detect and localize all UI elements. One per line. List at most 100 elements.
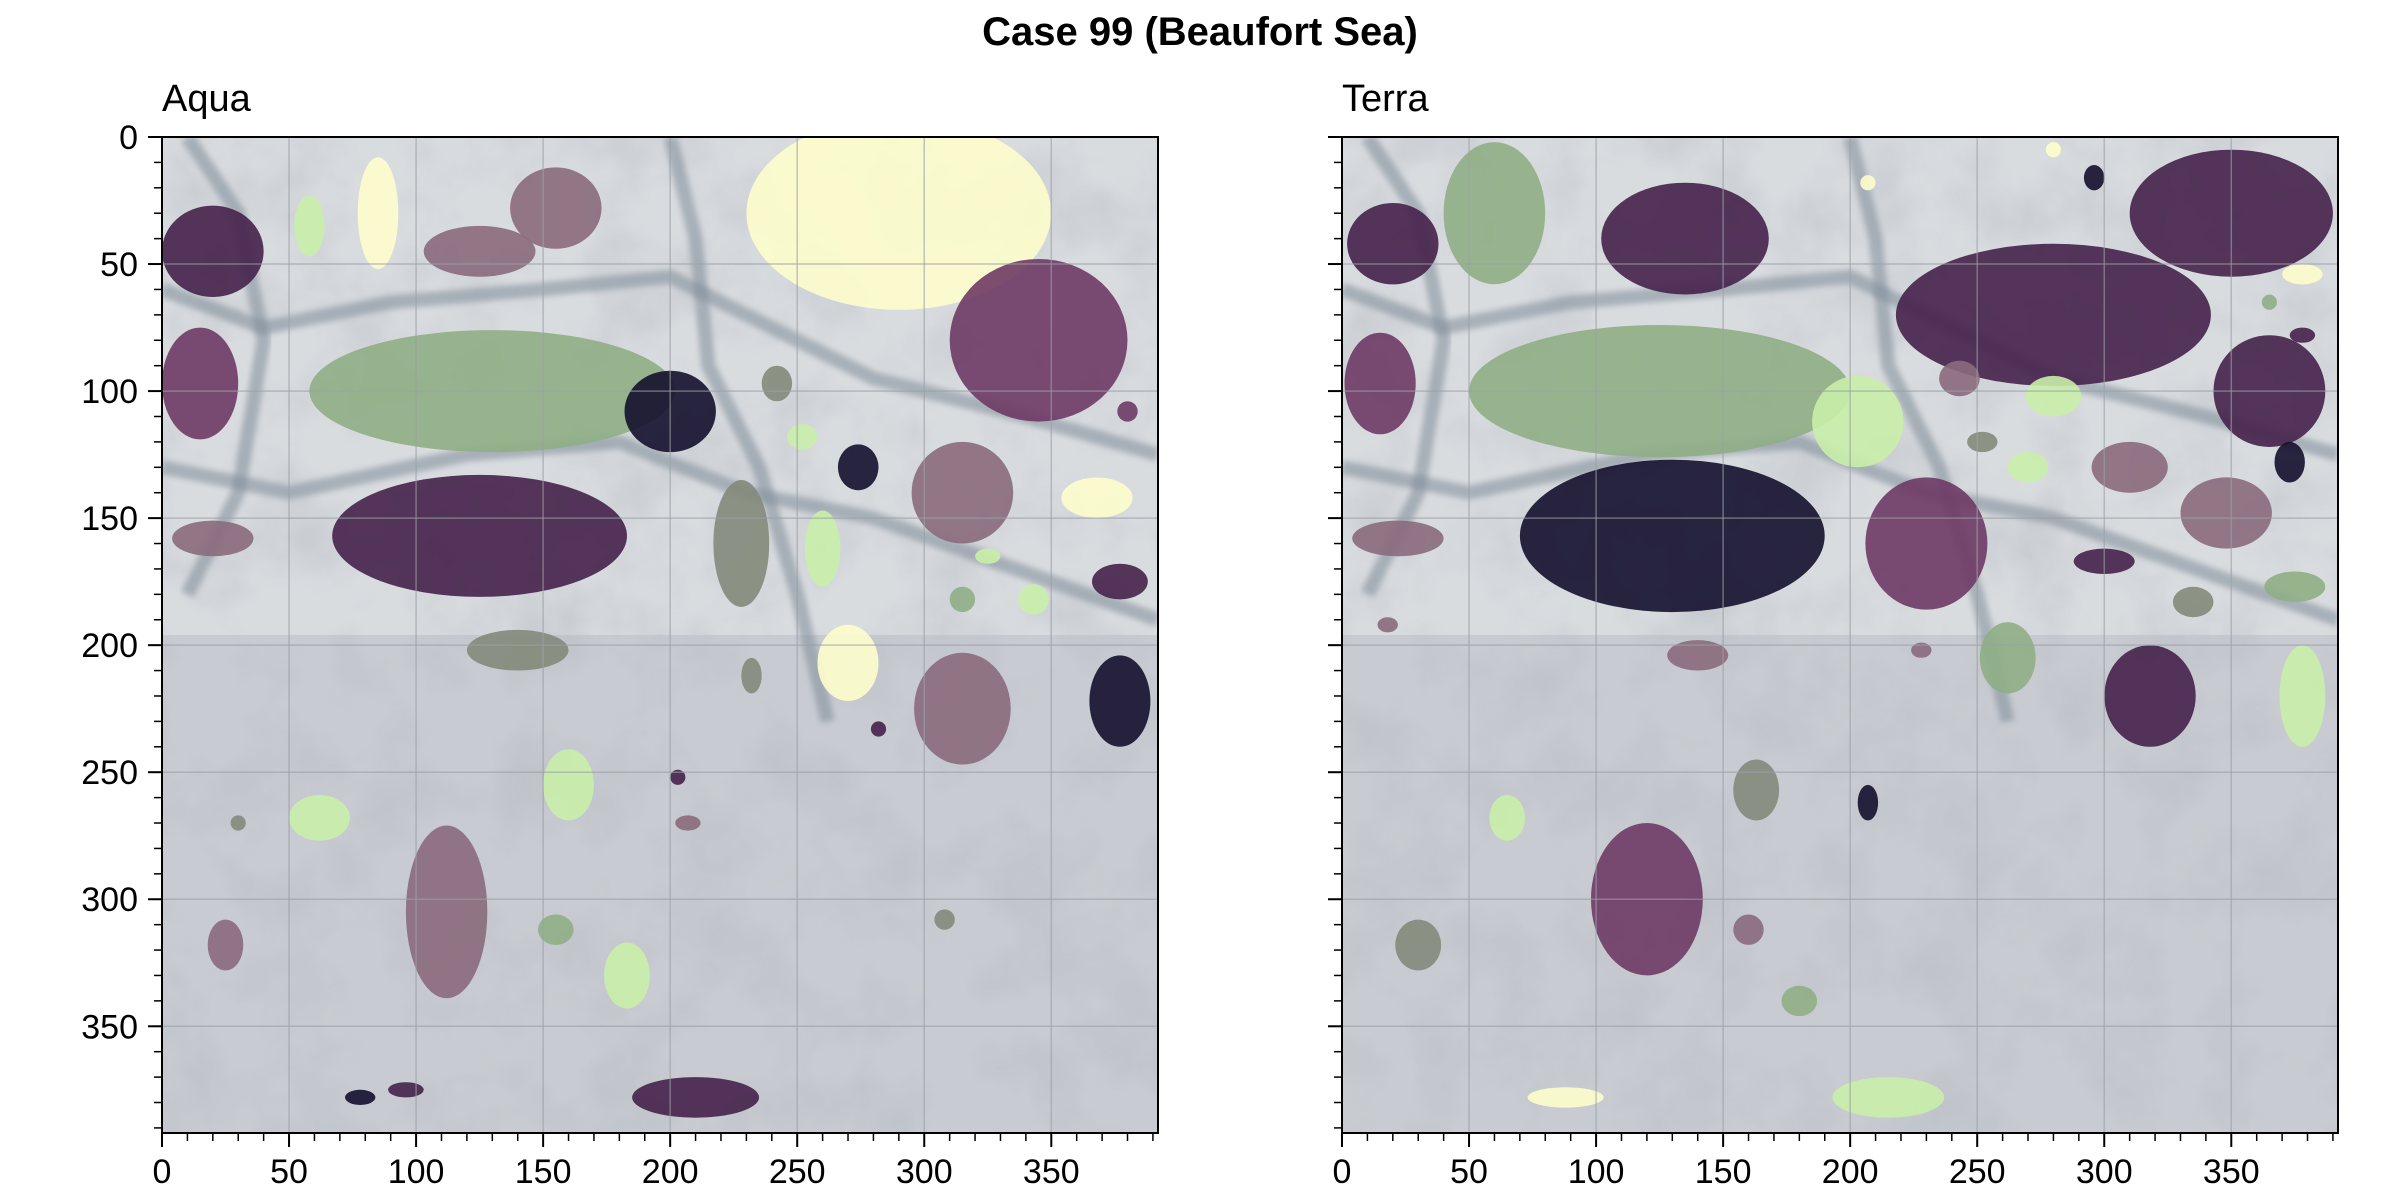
ice-floe-segment	[2007, 452, 2049, 483]
y-tick-label: 100	[81, 373, 138, 411]
ice-floe-segment	[1939, 360, 1980, 397]
ice-floe-segment	[911, 441, 1014, 544]
panel-terra: 0 50 100 150 200 250 300 350	[1328, 136, 2339, 1191]
x-tick-label: 0	[153, 1153, 172, 1191]
ice-floe-segment	[2172, 586, 2214, 618]
ice-floe-segment	[423, 225, 536, 277]
ice-floe-segment	[357, 157, 399, 270]
x-tick-label: 0	[1333, 1153, 1352, 1191]
x-tick-label: 100	[388, 1153, 445, 1191]
x-tick-label: 100	[1568, 1153, 1625, 1191]
ice-floe-segment	[2289, 327, 2316, 343]
ice-floe-segment	[1967, 431, 1998, 453]
x-tick-label: 200	[1822, 1153, 1879, 1191]
panel-title-aqua: Aqua	[162, 78, 251, 120]
ice-floe-segment	[1352, 520, 1444, 557]
ice-floe-segment	[632, 1077, 760, 1118]
ice-floe-segment	[949, 586, 976, 613]
ice-floe-segment	[1489, 795, 1525, 841]
ice-floe-segment	[817, 624, 879, 702]
ice-floe-segment	[761, 365, 793, 402]
ice-floe-segment	[2025, 375, 2082, 417]
x-tick-label: 300	[896, 1153, 953, 1191]
ice-floe-segment	[837, 444, 879, 491]
ice-floe-segment	[804, 510, 841, 587]
ice-floe-segment	[2091, 441, 2168, 493]
ice-floe-segment	[1519, 459, 1825, 613]
ice-floe-segment	[2274, 441, 2305, 483]
ice-floe-segment	[172, 520, 254, 557]
ice-floe-segment	[543, 749, 594, 821]
ice-floe-segment	[1860, 175, 1876, 191]
ice-floe-segment	[1857, 784, 1879, 821]
ice-floe-segment	[2282, 264, 2323, 285]
y-tick-label: 350	[81, 1008, 138, 1046]
x-tick-label: 350	[2203, 1153, 2260, 1191]
y-tick-label: 250	[81, 754, 138, 792]
ice-floe-segment	[2083, 165, 2105, 191]
ice-floe-segment	[332, 474, 627, 597]
water-lead	[1843, 137, 2015, 724]
ice-floe-segment	[2261, 294, 2277, 310]
ice-floe-segment	[207, 919, 244, 971]
ice-floe-segment	[466, 629, 569, 671]
ice-floe-segment	[1895, 243, 2211, 386]
panel-aqua: 0 50 100 150 200 250 300 350 0 50 100 150 200 250 300 3…	[81, 119, 1159, 1191]
ice-floe-segment	[1089, 655, 1151, 747]
ice-floe-segment	[289, 795, 350, 841]
ice-floe-segment	[162, 327, 239, 440]
axes-frame	[1341, 136, 2339, 1134]
ice-floe-segment	[975, 548, 1001, 564]
ice-floe-segment	[1018, 584, 1049, 615]
ice-floe-segment	[1733, 759, 1780, 821]
ice-floe-segment	[1344, 332, 1416, 435]
x-tick-label: 50	[1450, 1153, 1488, 1191]
ice-floe-segment	[1832, 1077, 1945, 1118]
ice-floe-segment	[510, 167, 602, 249]
ice-floe-segment	[870, 721, 887, 737]
ice-floe-segment	[162, 205, 264, 297]
ice-floe-segment	[949, 259, 1128, 422]
ice-floe-segment	[1733, 914, 1764, 945]
ice-floe-segment	[1979, 622, 2036, 694]
ice-floe-segment	[405, 825, 488, 999]
ice-floe-segment	[604, 942, 650, 1009]
ice-floe-segment	[294, 195, 325, 257]
ice-floe-segment	[230, 815, 246, 831]
y-tick-label: 200	[81, 627, 138, 665]
x-tick-label: 200	[642, 1153, 699, 1191]
ice-floe-segment	[1601, 182, 1769, 295]
ice-floe-segment	[538, 914, 574, 945]
satellite-image-aqua	[162, 137, 1158, 1133]
y-tick-label: 300	[81, 881, 138, 919]
x-tick-label: 50	[270, 1153, 308, 1191]
x-tick-label: 150	[515, 1153, 572, 1191]
y-tick-label: 150	[81, 500, 138, 538]
ice-floe-segment	[388, 1082, 424, 1098]
ice-floe-segment	[2264, 571, 2326, 602]
ice-floe-segment	[1781, 985, 1818, 1017]
axes-frame	[161, 136, 1159, 1134]
ice-floe-segment	[1061, 477, 1133, 519]
ice-floe-segment	[1347, 203, 1439, 285]
figure-title: Case 99 (Beaufort Sea)	[982, 10, 1418, 54]
ice-floe-segment	[2045, 142, 2061, 158]
ice-floe-segment	[914, 652, 1011, 765]
ice-floe-segment	[2104, 645, 2196, 747]
ice-floe-segment	[713, 480, 770, 607]
ice-floe-segment	[1377, 617, 1398, 633]
x-tick-label: 150	[1695, 1153, 1752, 1191]
ice-floe-segment	[1812, 375, 1904, 468]
water-lead	[663, 137, 835, 724]
ice-floe-segment	[787, 424, 818, 450]
ice-floe-segment	[1527, 1087, 1604, 1108]
ice-floe-segment	[1443, 142, 1546, 285]
satellite-image-terra	[1342, 137, 2338, 1133]
ice-floe-segment	[1667, 640, 1729, 671]
ice-floe-segment	[2279, 645, 2326, 747]
ice-floe-segment	[746, 137, 1052, 310]
ice-floe-segment	[345, 1089, 376, 1105]
ice-floe-segment	[1092, 563, 1148, 600]
